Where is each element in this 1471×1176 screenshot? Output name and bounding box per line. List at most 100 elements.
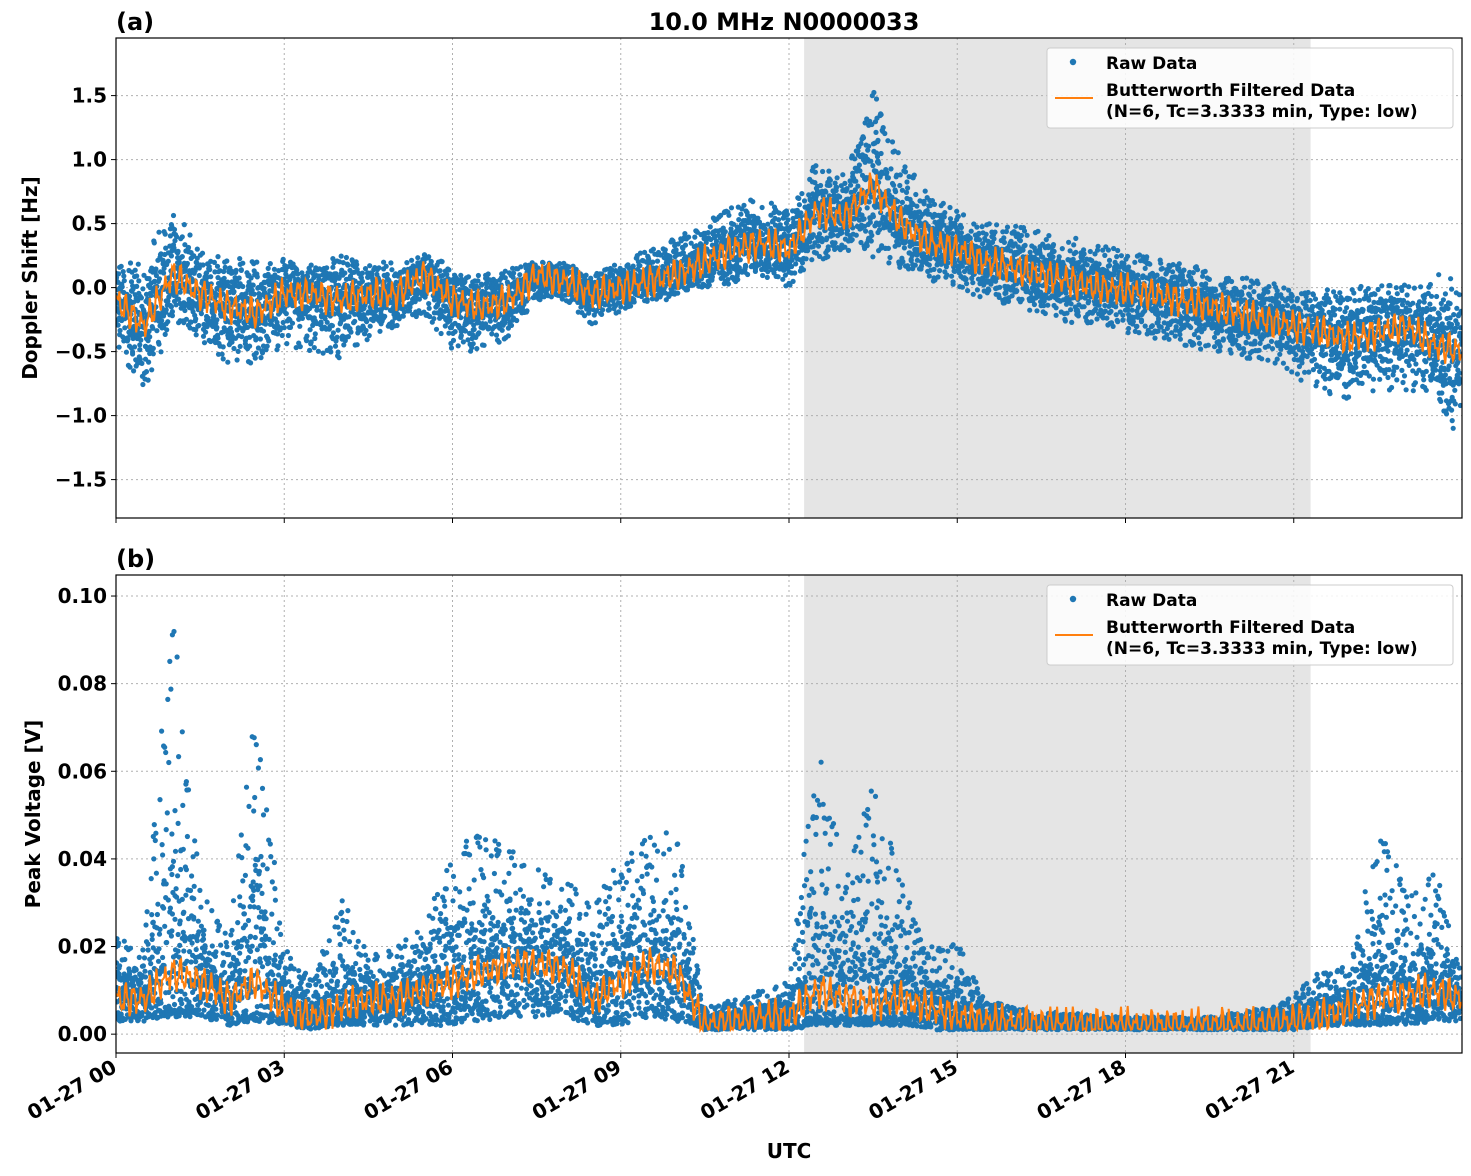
raw-point (207, 267, 212, 272)
raw-point (765, 275, 770, 280)
raw-point (240, 284, 245, 289)
raw-point (401, 314, 406, 319)
raw-point (942, 210, 947, 215)
raw-point (171, 213, 176, 218)
raw-point (905, 185, 910, 190)
raw-point (231, 346, 236, 351)
raw-point (240, 261, 245, 266)
raw-point (163, 232, 168, 237)
raw-point (692, 235, 697, 240)
raw-point (837, 194, 842, 199)
raw-point (339, 254, 344, 259)
raw-point (136, 262, 141, 267)
raw-point (954, 209, 959, 214)
raw-point (169, 304, 174, 309)
raw-point (750, 199, 755, 204)
raw-point (792, 270, 797, 275)
raw-point (140, 382, 145, 387)
raw-point (902, 245, 907, 250)
raw-point (923, 189, 928, 194)
raw-point (251, 283, 256, 288)
raw-point (949, 274, 954, 279)
raw-point (840, 172, 845, 177)
raw-point (117, 345, 122, 350)
raw-point (429, 259, 434, 264)
raw-point (328, 349, 333, 354)
raw-point (871, 90, 876, 95)
raw-point (439, 331, 444, 336)
raw-point (312, 336, 317, 341)
y-axis-label-b: Peak Voltage [V] (21, 720, 45, 909)
raw-point (363, 328, 368, 333)
raw-point (854, 233, 859, 238)
raw-point (834, 185, 839, 190)
raw-point (599, 312, 604, 317)
raw-point (903, 169, 908, 174)
raw-point (741, 203, 746, 208)
raw-point (247, 344, 252, 349)
raw-point (164, 327, 169, 332)
raw-point (156, 230, 161, 235)
raw-point (858, 141, 863, 146)
raw-point (861, 135, 866, 140)
raw-point (869, 238, 874, 243)
raw-point (830, 232, 835, 237)
raw-point (281, 257, 286, 262)
raw-point (140, 286, 145, 291)
raw-point (813, 170, 818, 175)
raw-point (900, 200, 905, 205)
raw-point (134, 273, 139, 278)
raw-point (130, 351, 135, 356)
raw-point (164, 307, 169, 312)
raw-point (708, 224, 713, 229)
raw-point (853, 179, 858, 184)
raw-point (252, 292, 257, 297)
y-axis-label-a: Doppler Shift [Hz] (18, 176, 42, 380)
raw-point (879, 151, 884, 156)
raw-point (290, 321, 295, 326)
raw-point (355, 342, 360, 347)
raw-point (474, 346, 479, 351)
raw-point (146, 360, 151, 365)
raw-point (607, 303, 612, 308)
raw-point (616, 309, 621, 314)
raw-point (887, 255, 892, 260)
raw-point (300, 316, 305, 321)
panel-label-b: (b) (116, 545, 155, 573)
raw-point (434, 327, 439, 332)
raw-point (203, 330, 208, 335)
raw-point (368, 324, 373, 329)
raw-point (342, 270, 347, 275)
raw-point (187, 232, 192, 237)
raw-point (524, 308, 529, 313)
raw-point (828, 178, 833, 183)
raw-point (169, 253, 174, 258)
raw-point (229, 329, 234, 334)
raw-point (255, 274, 260, 279)
raw-point (194, 332, 199, 337)
raw-point (875, 138, 880, 143)
raw-point (857, 168, 862, 173)
raw-point (122, 278, 127, 283)
raw-point (284, 341, 289, 346)
raw-point (426, 254, 431, 259)
raw-point (928, 256, 933, 261)
raw-point (827, 183, 832, 188)
raw-point (865, 205, 870, 210)
raw-point (172, 227, 177, 232)
raw-point (645, 299, 650, 304)
raw-point (170, 313, 175, 318)
raw-point (655, 259, 660, 264)
raw-point (236, 349, 241, 354)
raw-point (304, 333, 309, 338)
raw-point (931, 267, 936, 272)
raw-point (220, 352, 225, 357)
raw-point (438, 268, 443, 273)
raw-point (237, 256, 242, 261)
raw-point (163, 332, 168, 337)
raw-point (426, 301, 431, 306)
raw-point (159, 318, 164, 323)
raw-point (745, 272, 750, 277)
raw-point (956, 214, 961, 219)
